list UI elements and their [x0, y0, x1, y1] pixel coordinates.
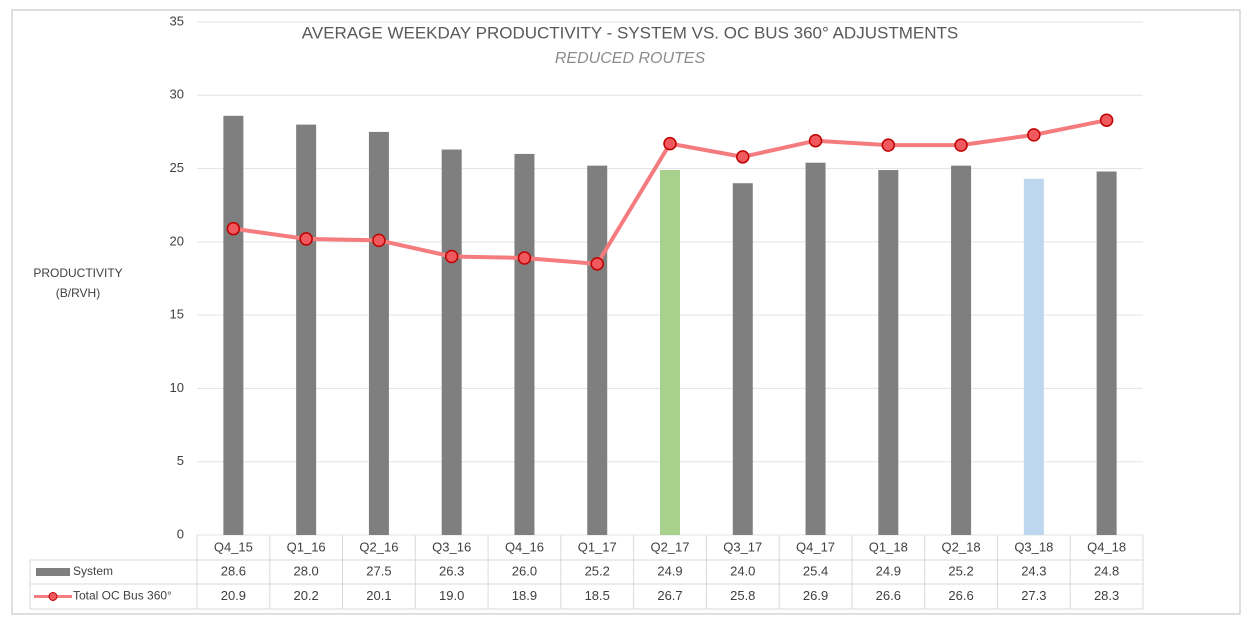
x-tick-label: Q2_18: [942, 539, 981, 554]
data-label: 20.2: [293, 588, 318, 603]
marker: [444, 249, 459, 264]
marker: [808, 133, 823, 148]
bar: [514, 153, 535, 535]
x-tick-label: Q3_16: [432, 539, 471, 554]
x-tick-label: Q4_17: [796, 539, 835, 554]
data-label: 26.9: [803, 588, 828, 603]
data-label: 28.0: [293, 563, 318, 578]
x-tick-label: Q2_16: [359, 539, 398, 554]
y-tick-label: 25: [170, 160, 184, 175]
y-tick-label: 15: [170, 307, 184, 322]
bar: [223, 115, 244, 535]
bar: [1096, 171, 1117, 535]
data-label: 26.6: [876, 588, 901, 603]
marker: [590, 257, 604, 271]
marker: [954, 138, 968, 152]
chart-subtitle: REDUCED ROUTES: [555, 50, 706, 67]
data-label: 27.3: [1021, 588, 1046, 603]
data-label: 25.2: [585, 563, 610, 578]
marker: [663, 136, 677, 151]
data-label: 26.0: [512, 563, 537, 578]
data-label: 25.8: [730, 588, 755, 603]
x-tick-label: Q4_15: [214, 539, 253, 554]
y-axis-title: PRODUCTIVITY: [33, 266, 122, 280]
data-label: 28.6: [221, 563, 246, 578]
data-label: 20.1: [366, 588, 391, 603]
x-tick-label: Q3_17: [723, 539, 762, 554]
legend-label: System: [73, 564, 113, 578]
marker: [226, 221, 241, 236]
bar: [368, 131, 389, 535]
x-tick-label: Q2_17: [650, 539, 689, 554]
data-label: 26.3: [439, 563, 464, 578]
bar: [296, 124, 317, 535]
data-label: 26.6: [948, 588, 973, 603]
chart-title: AVERAGE WEEKDAY PRODUCTIVITY - SYSTEM VS…: [302, 23, 958, 42]
data-label: 19.0: [439, 588, 464, 603]
marker: [299, 232, 313, 246]
bar: [878, 170, 899, 535]
data-label: 24.9: [876, 563, 901, 578]
x-tick-label: Q3_18: [1014, 539, 1053, 554]
x-tick-label: Q1_18: [869, 539, 908, 554]
marker: [372, 233, 386, 248]
marker: [881, 138, 896, 152]
data-label: 24.0: [730, 563, 755, 578]
data-label: 25.2: [948, 563, 973, 578]
bar: [805, 162, 826, 536]
y-tick-label: 35: [170, 13, 184, 28]
x-tick-label: Q1_16: [287, 539, 326, 554]
y-tick-label: 20: [170, 233, 184, 248]
y-tick-label: 5: [177, 453, 184, 468]
bar: [587, 165, 608, 535]
marker: [1027, 128, 1041, 142]
legend-label: Total OC Bus 360°: [73, 589, 172, 603]
y-tick-label: 10: [170, 380, 184, 395]
data-label: 24.8: [1094, 563, 1119, 578]
bar: [732, 183, 753, 535]
data-label: 28.3: [1094, 588, 1119, 603]
y-tick-label: 0: [177, 526, 184, 541]
marker: [517, 251, 532, 265]
bar: [951, 165, 972, 535]
bar: [441, 149, 462, 535]
marker: [1099, 113, 1114, 127]
data-label: 18.9: [512, 588, 537, 603]
data-label: 24.3: [1021, 563, 1046, 578]
x-tick-label: Q4_16: [505, 539, 544, 554]
y-tick-label: 30: [170, 87, 184, 102]
legend-key: [36, 568, 70, 576]
data-label: 27.5: [366, 563, 391, 578]
data-label: 24.9: [657, 563, 682, 578]
bar: [1023, 178, 1044, 535]
data-label: 20.9: [221, 588, 246, 603]
legend-key: [48, 592, 58, 601]
x-tick-label: Q4_18: [1087, 539, 1126, 554]
y-axis-title: (B/RVH): [56, 286, 100, 300]
data-label: 18.5: [585, 588, 610, 603]
data-label: 25.4: [803, 563, 828, 578]
marker: [736, 150, 750, 164]
bar: [660, 170, 680, 535]
data-label: 26.7: [657, 588, 682, 603]
chart-border: [11, 9, 1241, 615]
x-tick-label: Q1_17: [578, 539, 617, 554]
